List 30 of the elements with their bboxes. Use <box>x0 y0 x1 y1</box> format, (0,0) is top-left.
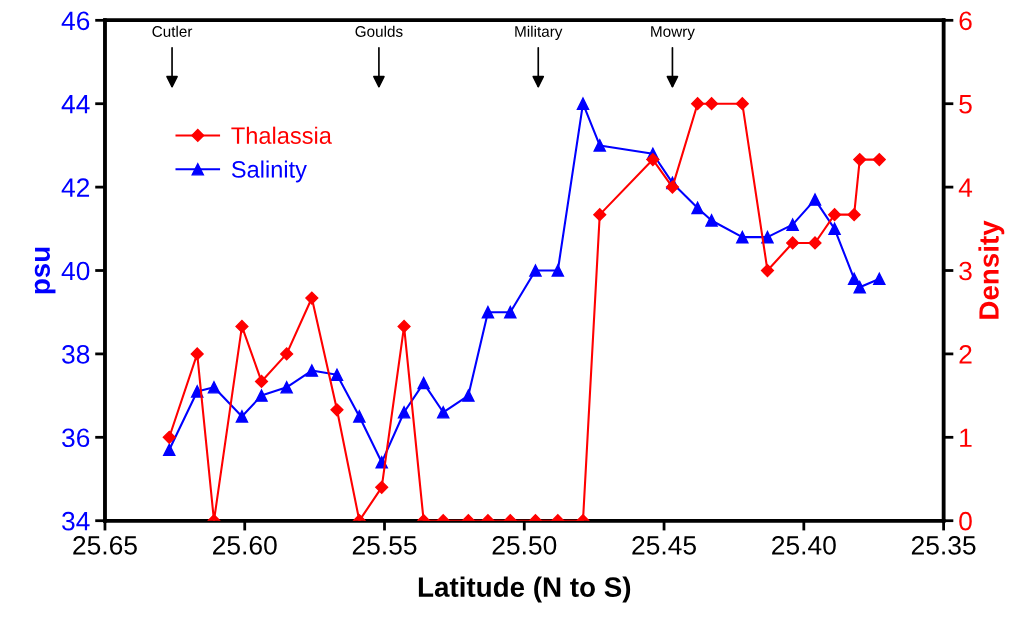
annotation: Military <box>515 25 563 40</box>
y-axis-title: psu <box>34 247 56 294</box>
x-tick-label: 25.60 <box>213 535 277 555</box>
y-tick-label: 38 <box>62 345 90 364</box>
x-tick-label: 25.65 <box>73 535 137 555</box>
legend-label: Thalassia <box>231 126 332 144</box>
x-axis-title: Latitude (N to S) <box>418 576 631 603</box>
y2-tick-label: 6 <box>959 11 972 31</box>
annotation: Cutler <box>152 25 193 37</box>
y-tick-label: 46 <box>61 11 90 31</box>
y2-tick-label: 1 <box>960 428 972 447</box>
y-tick-label: 44 <box>61 95 90 114</box>
y-tick-label: 40 <box>61 261 90 281</box>
x-tick-label: 25.55 <box>352 535 417 555</box>
x-tick-label: 25.45 <box>632 535 696 555</box>
y2-tick-label: 5 <box>959 95 972 114</box>
y2-tick-label: 4 <box>958 178 973 197</box>
y2-axis-title: Density <box>978 220 1005 319</box>
y-tick-label: 42 <box>61 178 90 197</box>
x-tick-label: 25.40 <box>772 535 836 555</box>
x-tick-label: 25.50 <box>492 535 557 555</box>
x-tick-label: 25.35 <box>911 535 976 555</box>
legend-label: Salinity <box>231 160 307 183</box>
y-tick-label: 34 <box>62 511 90 531</box>
annotation: Goulds <box>355 25 403 37</box>
annotation: Mowry <box>651 26 695 40</box>
y2-tick-label: 2 <box>959 345 972 364</box>
y2-tick-label: 3 <box>959 261 972 281</box>
y2-tick-label: 0 <box>959 511 972 531</box>
y-tick-label: 36 <box>62 428 90 448</box>
